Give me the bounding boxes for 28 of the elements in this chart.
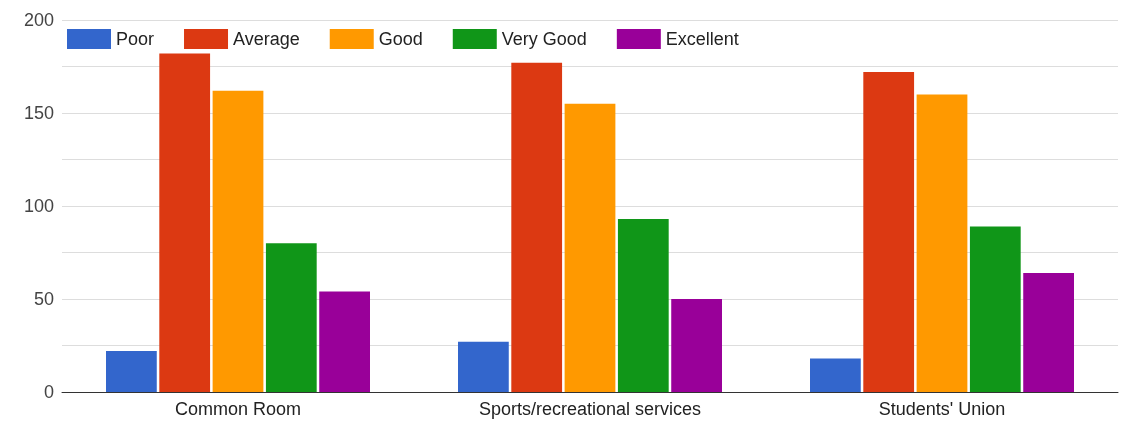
legend-label: Excellent xyxy=(665,29,739,49)
y-tick-label: 100 xyxy=(23,196,54,216)
bar xyxy=(265,243,317,392)
legend-label: Average xyxy=(233,29,300,49)
bar xyxy=(916,94,968,392)
x-tick-label: Students' Union xyxy=(878,399,1006,419)
y-tick-label: 150 xyxy=(23,103,54,123)
legend-label: Very Good xyxy=(501,29,587,49)
y-tick-label: 200 xyxy=(23,10,54,30)
bar xyxy=(159,53,211,392)
bar xyxy=(319,291,370,392)
bar xyxy=(671,299,722,392)
bar xyxy=(810,358,861,392)
x-tick-label: Sports/recreational services xyxy=(478,399,702,419)
y-tick-label: 0 xyxy=(43,382,54,402)
legend-label: Poor xyxy=(116,29,155,49)
bar xyxy=(863,72,915,392)
bar xyxy=(106,351,157,392)
bar xyxy=(458,341,509,392)
y-tick-label: 50 xyxy=(33,289,54,309)
bar xyxy=(969,226,1021,392)
bar xyxy=(511,62,563,392)
legend-label: Good xyxy=(378,29,423,49)
x-tick-label: Common Room xyxy=(174,399,302,419)
bar xyxy=(1023,272,1074,392)
bar xyxy=(564,103,616,392)
bar xyxy=(617,219,669,392)
bar xyxy=(212,90,264,392)
